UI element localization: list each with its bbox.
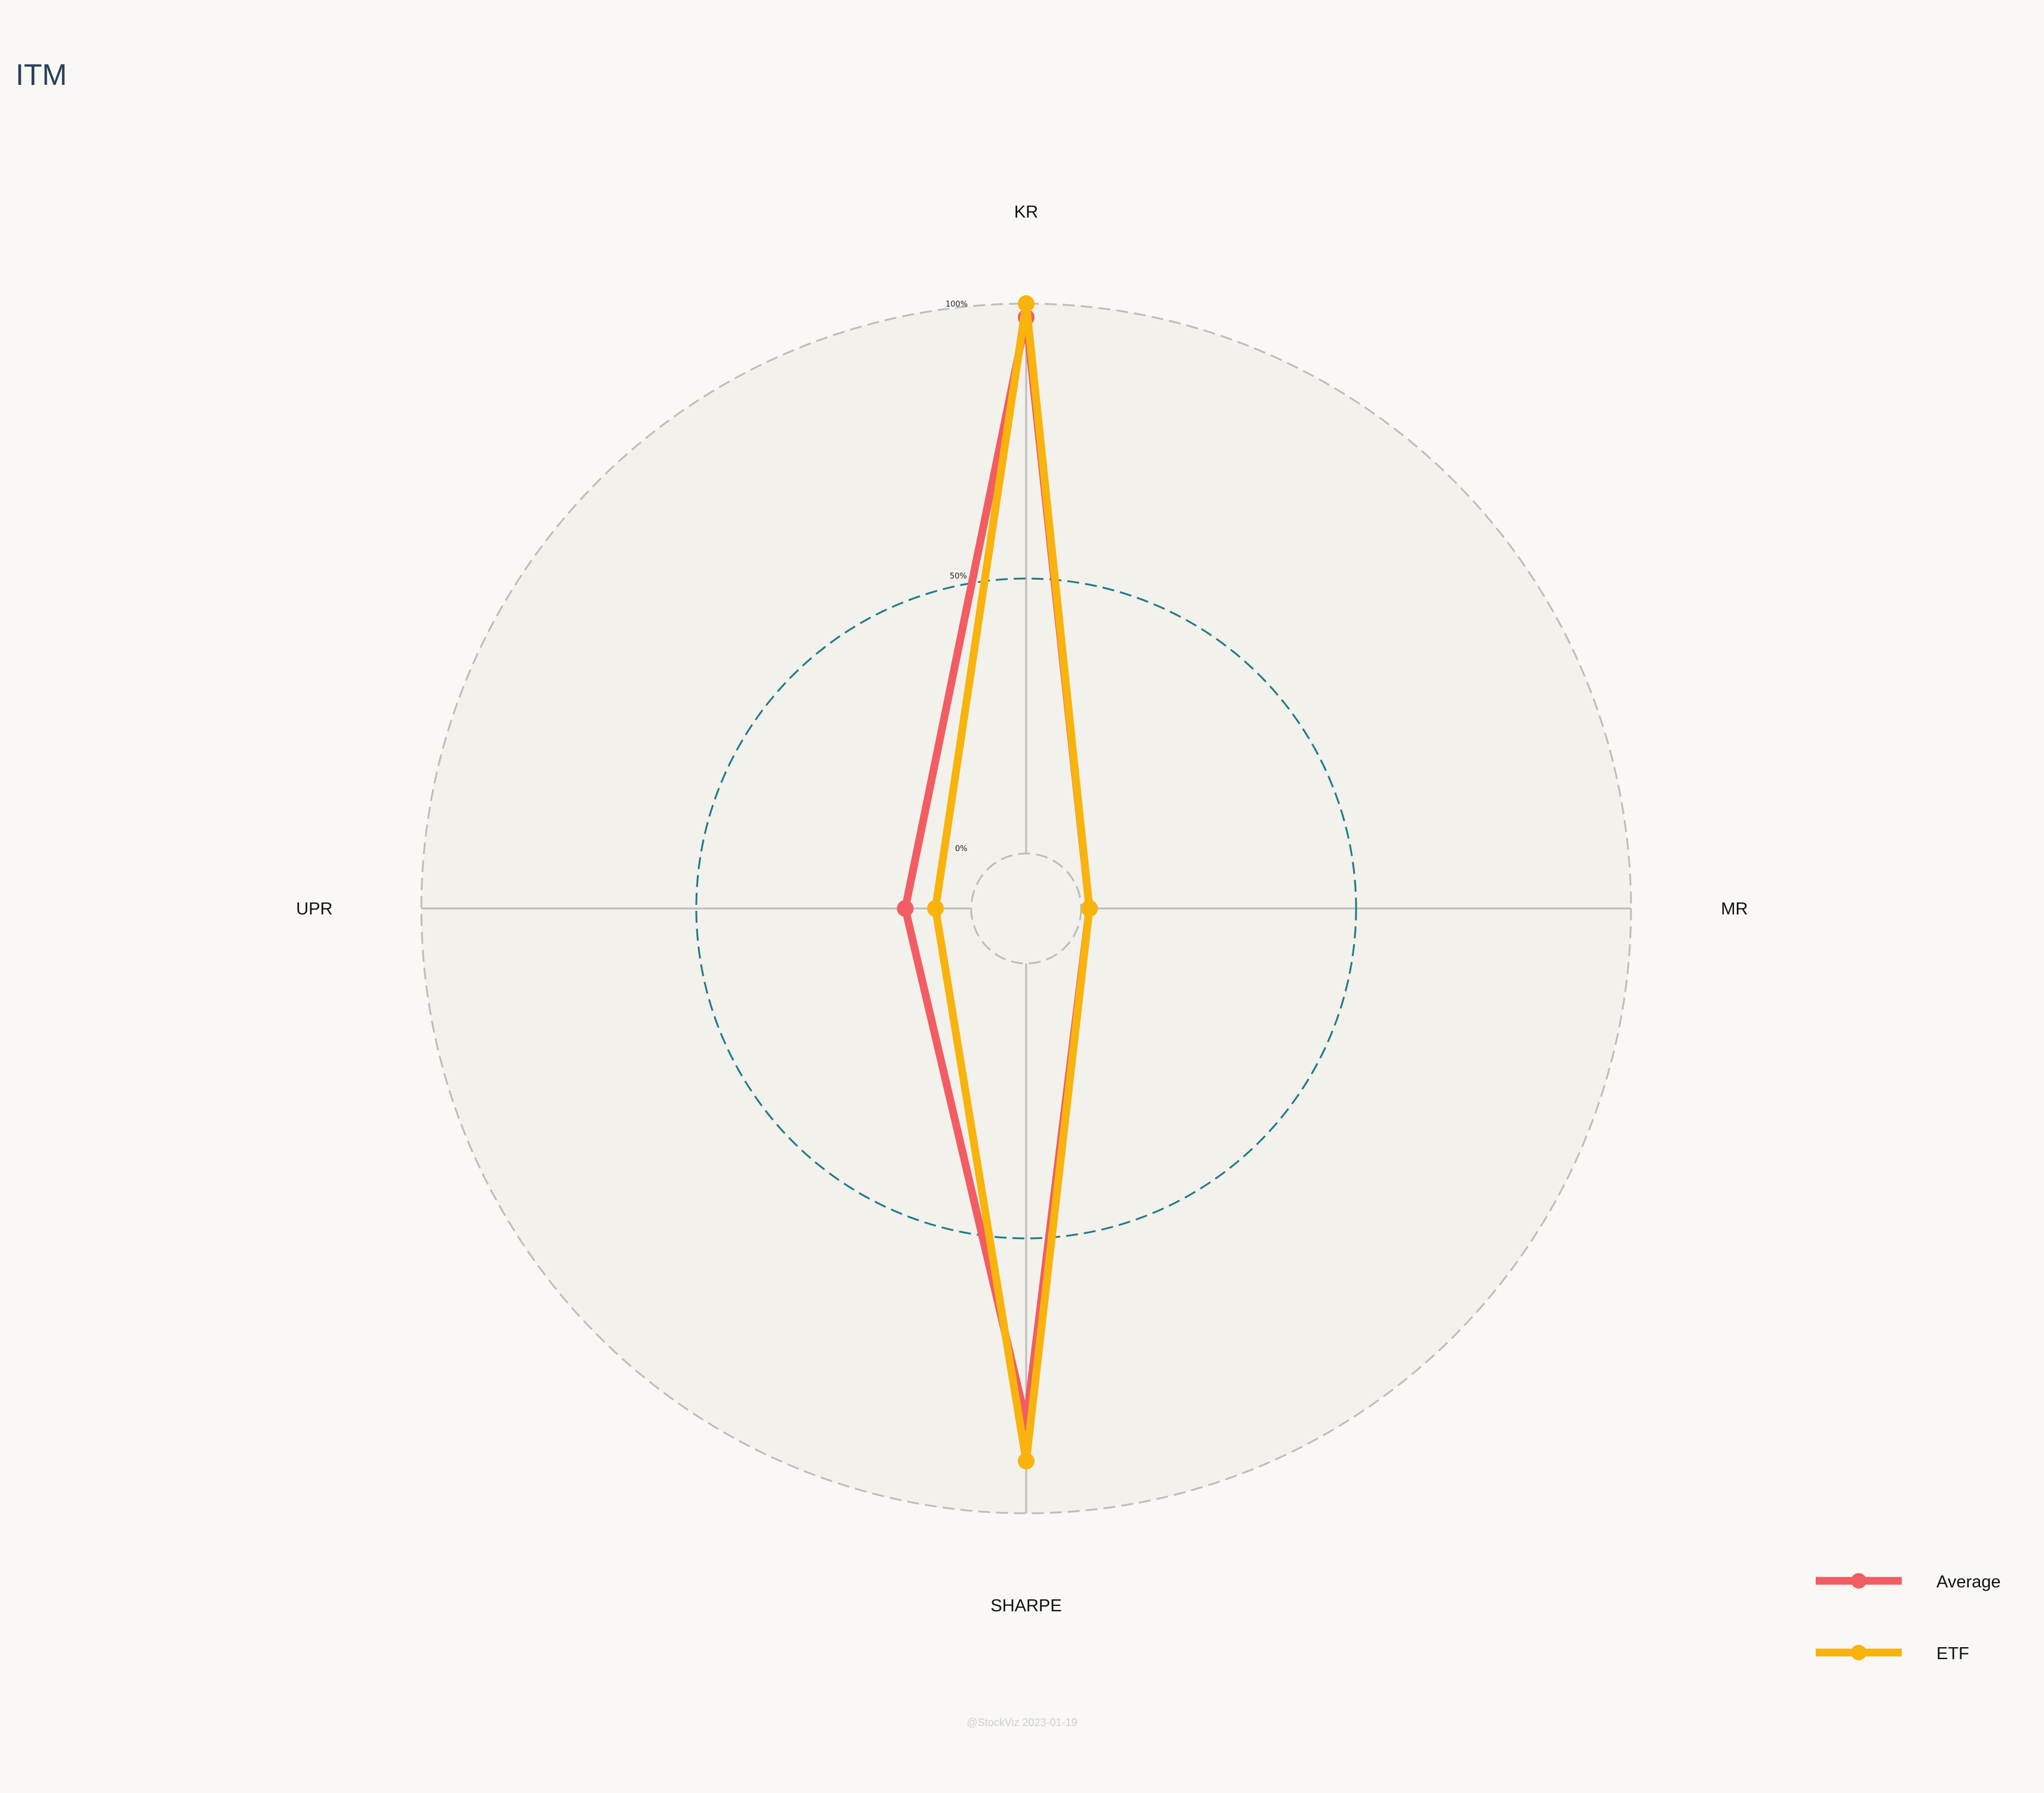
tick-labels: 0% 50% 100% xyxy=(945,300,968,853)
point-etf-kr xyxy=(1018,295,1035,312)
tick-label-100: 100% xyxy=(945,300,968,309)
point-etf-sharpe xyxy=(1018,1452,1035,1470)
axis-label-upr: UPR xyxy=(296,899,332,919)
polar-background xyxy=(421,304,1631,1513)
tick-label-50: 50% xyxy=(950,572,967,581)
legend-marker-etf xyxy=(1851,1645,1866,1660)
legend-marker-average xyxy=(1851,1573,1866,1589)
legend-label-etf: ETF xyxy=(1936,1644,1969,1663)
legend-item-average[interactable]: Average xyxy=(1816,1572,2001,1592)
chart-title: ITM xyxy=(16,58,67,91)
axis-labels: KR MR SHARPE UPR xyxy=(296,203,1748,1615)
tick-label-0: 0% xyxy=(955,845,968,853)
point-average-upr xyxy=(896,900,914,917)
legend[interactable]: Average ETF xyxy=(1816,1572,2001,1663)
grid-ring-50 xyxy=(695,577,1357,1240)
axis-label-sharpe: SHARPE xyxy=(990,1596,1061,1615)
point-etf-upr xyxy=(927,900,944,917)
legend-item-etf[interactable]: ETF xyxy=(1816,1644,1969,1663)
legend-label-average: Average xyxy=(1936,1572,2001,1592)
plot-area xyxy=(420,302,1632,1514)
series-layer xyxy=(896,295,1098,1470)
axis-label-kr: KR xyxy=(1014,203,1038,222)
axis-label-mr: MR xyxy=(1721,899,1748,919)
grid-ring-100 xyxy=(420,302,1632,1514)
footer-watermark: @StockViz 2023-01-19 xyxy=(966,1716,1077,1728)
point-etf-mr xyxy=(1081,900,1098,917)
